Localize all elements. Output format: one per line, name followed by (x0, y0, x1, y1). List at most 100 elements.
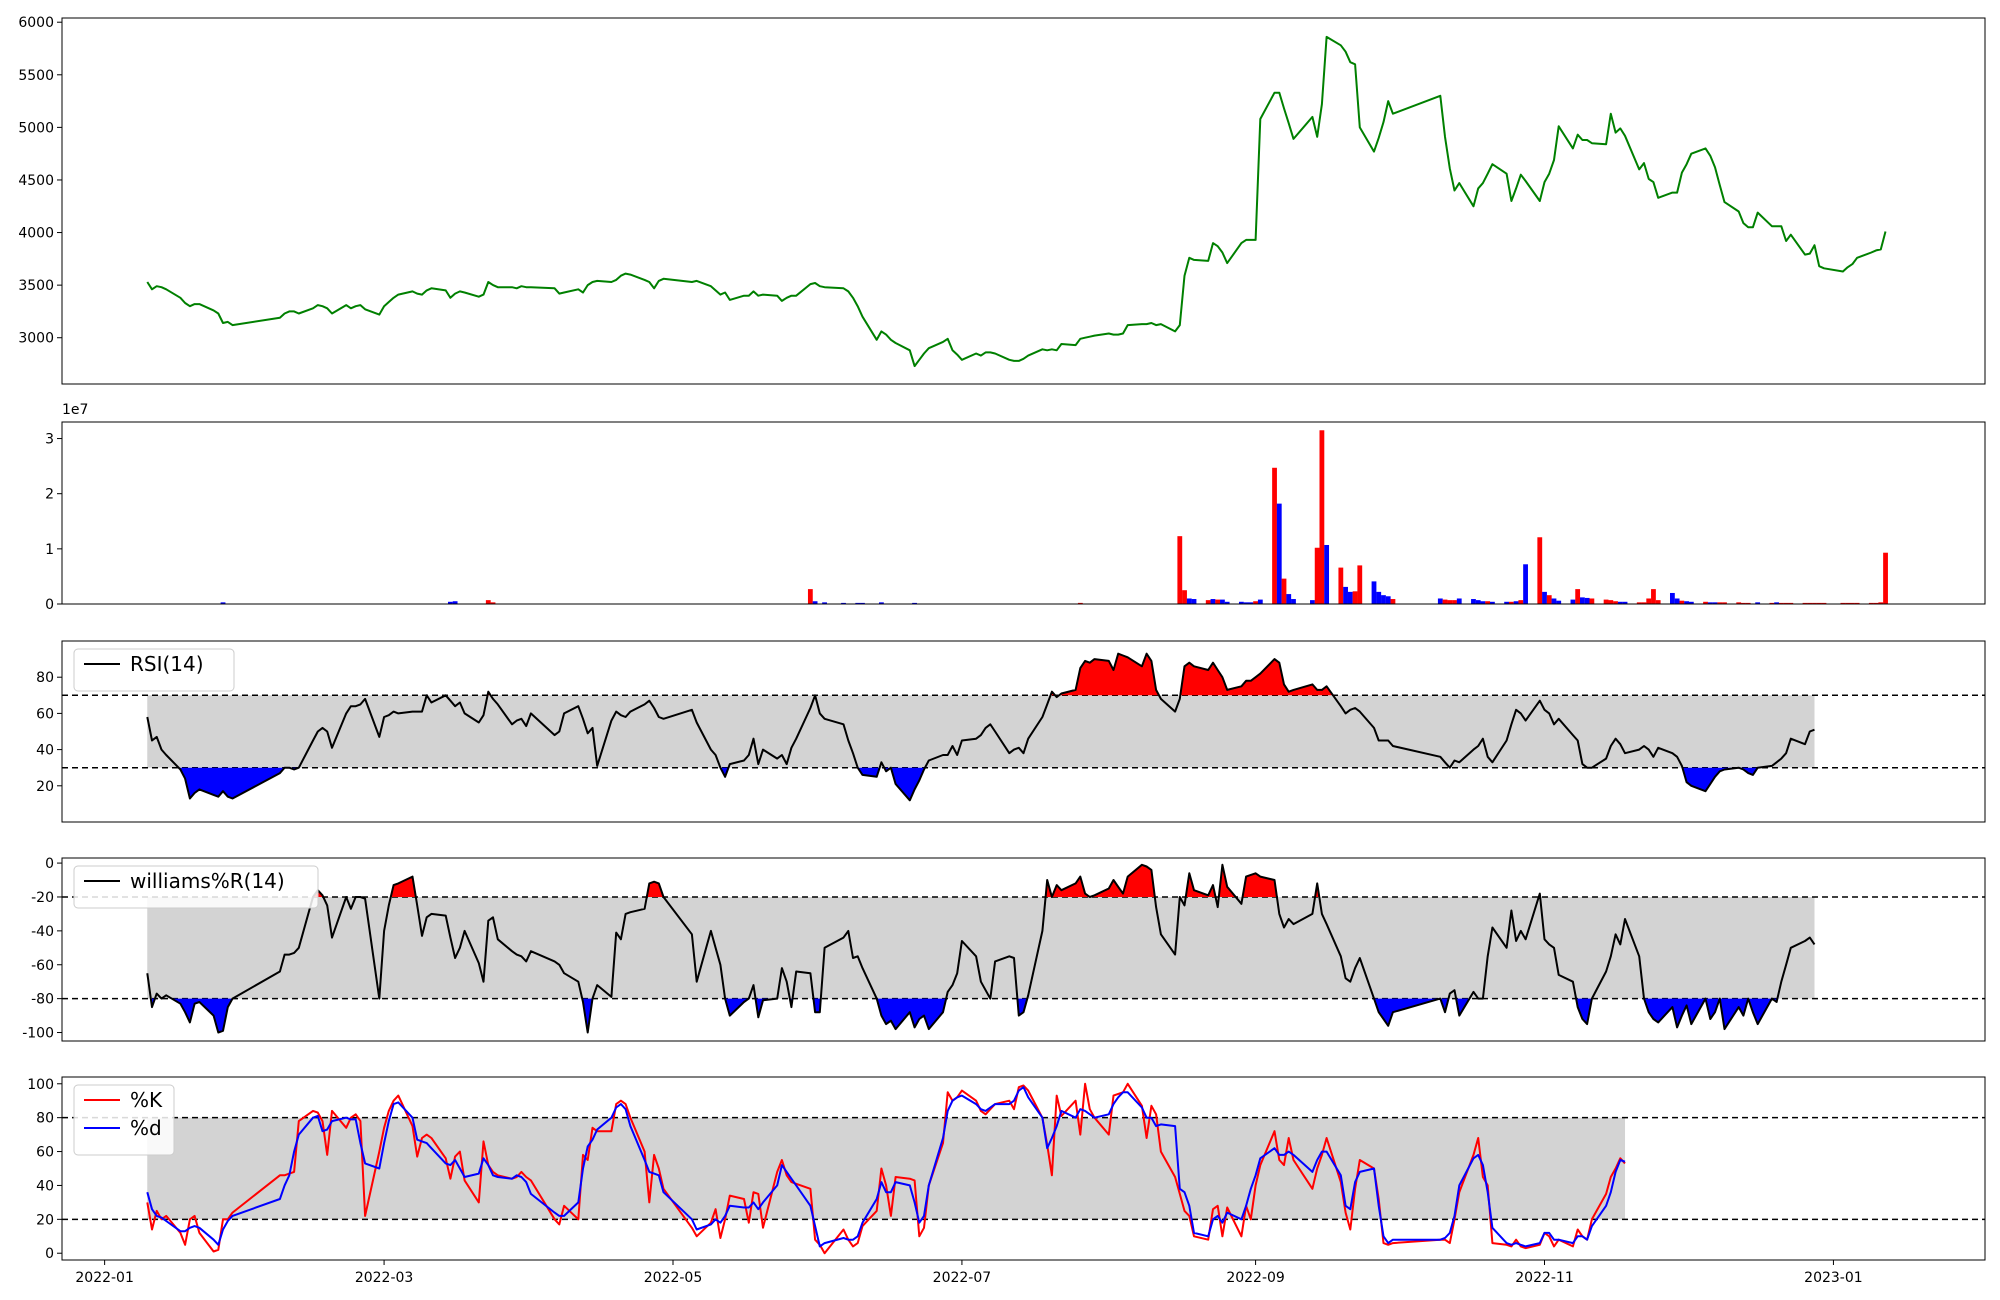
stochastic-ytick-label: 100 (27, 1077, 54, 1093)
volume-bar (1556, 600, 1562, 604)
volume-bar (1357, 565, 1363, 604)
volume-bar (1215, 599, 1221, 604)
price-panel: 3000 3500 4000 4500 5000 5500 6000 (18, 15, 1986, 385)
williams-oversold-fill (755, 998, 778, 1018)
volume-bar (860, 602, 865, 604)
volume-bar (1490, 601, 1495, 604)
volume-bar (1456, 598, 1462, 604)
volume-bar (1310, 600, 1315, 604)
williams-overbought-fill (1218, 864, 1236, 897)
price-ytick-label: 6000 (18, 15, 54, 31)
volume-bar (220, 602, 226, 604)
volume-bar (1376, 591, 1382, 604)
price-ytick-label: 4000 (18, 226, 54, 242)
volume-panel: 0 1 2 3 1e7 (45, 402, 1986, 613)
volume-bar (1736, 602, 1742, 604)
volume-bar (812, 601, 818, 604)
williams-ytick-label: -60 (31, 958, 54, 974)
price-frame (61, 17, 1986, 385)
volume-bar (1807, 602, 1813, 604)
volume-bar (1741, 602, 1746, 604)
x-tick-label: 2022-09 (1226, 1270, 1285, 1286)
volume-bar (1243, 602, 1249, 604)
williams-line (146, 863, 1816, 1034)
williams-legend-label: williams%R(14) (130, 869, 285, 893)
volume-bar (1371, 581, 1377, 604)
volume-bar (1338, 567, 1344, 604)
rsi-panel: 20 40 60 80 RSI(14) (36, 640, 1986, 823)
volume-bar (1570, 599, 1576, 604)
volume-bar (1774, 602, 1779, 604)
volume-ytick-label: 1 (45, 542, 54, 558)
volume-bar (1684, 601, 1690, 604)
volume-bar (1636, 602, 1642, 604)
stochastic-ytick-label: 20 (36, 1212, 54, 1228)
price-ytick-label: 5000 (18, 120, 54, 136)
volume-ytick-label: 2 (45, 487, 54, 503)
williams-overbought-fill (1185, 873, 1216, 897)
volume-bar (1205, 600, 1211, 604)
x-tick-label: 2022-11 (1515, 1270, 1574, 1286)
volume-bar (855, 602, 861, 604)
volume-bar (1651, 589, 1656, 604)
volume-bar (1783, 602, 1789, 604)
rsi-ytick-label: 20 (36, 779, 54, 795)
volume-bar (1821, 602, 1827, 604)
williams-frame (61, 857, 1986, 1042)
rsi-line (146, 652, 1815, 802)
volume-bar (1717, 602, 1723, 604)
volume-bar (1646, 598, 1652, 604)
volume-bar (1816, 602, 1822, 604)
rsi-oversold-fill (890, 767, 925, 801)
stochastic-legend-label: %d (130, 1116, 162, 1140)
volume-bar (1622, 601, 1628, 604)
williams-oversold-fill (1705, 998, 1720, 1019)
volume-bar (1608, 600, 1614, 604)
volume-bar (1551, 598, 1557, 604)
volume-bar (1480, 601, 1486, 604)
volume-bar (1272, 467, 1277, 604)
x-tick-label: 2022-05 (644, 1270, 703, 1286)
volume-bar (1812, 602, 1817, 604)
volume-ytick-label: 3 (45, 432, 54, 448)
volume-bar (1324, 544, 1330, 604)
volume-bar (452, 601, 458, 604)
volume-bar (1518, 600, 1524, 604)
volume-bar (1745, 602, 1751, 604)
williams-oversold-fill (1374, 998, 1441, 1026)
volume-bar (841, 602, 846, 604)
volume-bar (1584, 597, 1590, 604)
volume-bar (1878, 602, 1884, 604)
volume-bar (1177, 536, 1183, 604)
rsi-ytick-label: 80 (36, 670, 54, 686)
volume-bar (807, 589, 813, 604)
price-ytick-label: 3500 (18, 278, 54, 294)
volume-bar (912, 602, 917, 604)
williams-ytick-label: 0 (45, 856, 54, 872)
stochastic-d-line (146, 1086, 1626, 1248)
volume-bar (1778, 602, 1784, 604)
volume-bar (1849, 602, 1855, 604)
volume-bar (1347, 591, 1353, 604)
volume-bar (1220, 599, 1225, 604)
volume-bar (1769, 602, 1775, 604)
rsi-ytick-label: 40 (36, 743, 54, 759)
volume-bar (1238, 601, 1244, 604)
volume-bar (1390, 599, 1396, 604)
williams-ytick-label: -20 (31, 890, 54, 906)
volume-bar (1314, 547, 1320, 604)
stochastic-ytick-label: 80 (36, 1111, 54, 1127)
williams-ytick-label: -80 (31, 992, 54, 1008)
volume-bar (1542, 591, 1547, 604)
volume-bar (1286, 594, 1292, 604)
volume-bar (1788, 602, 1794, 604)
stochastic-frame (61, 1076, 1986, 1261)
volume-bar (1546, 595, 1552, 604)
volume-frame (61, 421, 1986, 605)
x-tick-label: 2022-01 (75, 1270, 134, 1286)
volume-bar (1617, 601, 1623, 604)
volume-bar (1343, 586, 1348, 604)
williams-oversold-fill (876, 998, 947, 1030)
williams-overbought-fill (1089, 864, 1155, 897)
volume-bar (1253, 601, 1258, 604)
